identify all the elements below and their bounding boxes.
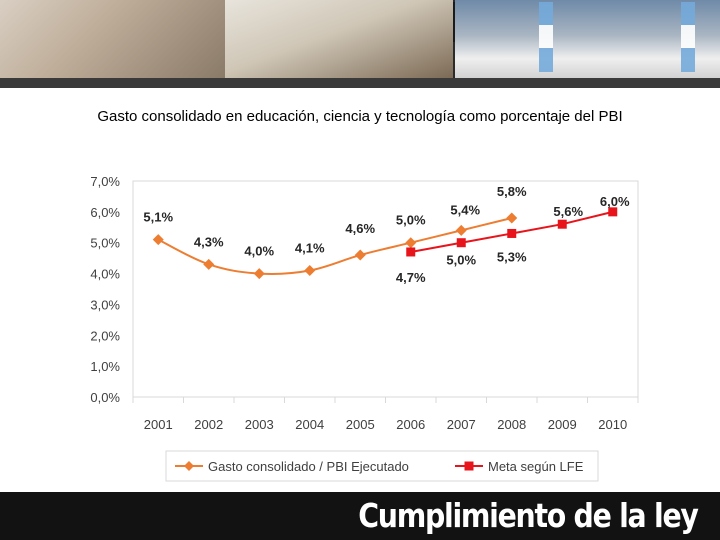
- data-point-marker: [354, 249, 366, 261]
- data-label: 5,4%: [450, 202, 480, 217]
- x-tick-label: 2010: [598, 417, 627, 432]
- students-flag-photo: [455, 0, 720, 78]
- data-point-marker: [456, 238, 466, 248]
- data-label: 6,0%: [600, 194, 630, 209]
- data-label: 5,0%: [396, 213, 426, 228]
- data-point-marker: [608, 207, 618, 217]
- x-tick-label: 2005: [346, 417, 375, 432]
- data-point-marker: [507, 228, 517, 238]
- x-tick-label: 2006: [396, 417, 425, 432]
- y-tick-label: 5,0%: [90, 236, 120, 251]
- data-label: 5,0%: [446, 253, 476, 268]
- y-tick-label: 4,0%: [90, 267, 120, 282]
- data-point-marker: [203, 258, 215, 270]
- data-point-marker: [455, 224, 467, 236]
- y-tick-label: 7,0%: [90, 174, 120, 189]
- legend-swatch-marker: [464, 461, 474, 471]
- footer-title: Cumplimiento de la ley: [358, 496, 700, 535]
- data-label: 4,3%: [194, 234, 224, 249]
- data-label: 4,1%: [295, 240, 325, 255]
- data-point-marker: [506, 212, 518, 224]
- y-tick-label: 1,0%: [90, 359, 120, 374]
- x-tick-label: 2002: [194, 417, 223, 432]
- data-point-marker: [152, 234, 164, 246]
- classroom-photo: [0, 0, 225, 78]
- y-tick-label: 6,0%: [90, 205, 120, 220]
- y-tick-label: 3,0%: [90, 297, 120, 312]
- legend-label: Gasto consolidado / PBI Ejecutado: [208, 459, 409, 474]
- legend-swatch-marker: [184, 461, 194, 471]
- header-photo-banner: [0, 0, 720, 88]
- flag-icon: [681, 2, 695, 72]
- data-point-marker: [405, 237, 417, 249]
- data-label: 5,1%: [143, 210, 173, 225]
- data-point-marker: [406, 247, 416, 257]
- data-label: 5,3%: [497, 249, 527, 264]
- y-tick-label: 0,0%: [90, 390, 120, 405]
- data-point-marker: [557, 219, 567, 229]
- x-tick-label: 2004: [295, 417, 324, 432]
- data-label: 5,8%: [497, 184, 527, 199]
- series-line-1: [157, 217, 512, 276]
- slide-title: Gasto consolidado en educación, ciencia …: [97, 108, 623, 125]
- flag-icon: [539, 2, 553, 72]
- y-tick-label: 2,0%: [90, 328, 120, 343]
- x-tick-label: 2003: [245, 417, 274, 432]
- data-label: 5,6%: [553, 204, 583, 219]
- x-tick-label: 2001: [144, 417, 173, 432]
- data-point-marker: [304, 264, 316, 276]
- legend-label: Meta según LFE: [488, 459, 584, 474]
- data-label: 4,6%: [345, 221, 375, 236]
- banner-divider: [0, 78, 720, 88]
- data-label: 4,7%: [396, 270, 426, 285]
- data-point-marker: [253, 268, 265, 280]
- legend-box: [165, 450, 599, 482]
- data-label: 4,0%: [244, 244, 274, 259]
- x-tick-label: 2009: [548, 417, 577, 432]
- x-tick-label: 2008: [497, 417, 526, 432]
- x-tick-label: 2007: [447, 417, 476, 432]
- footer-bar: Cumplimiento de la ley: [0, 492, 720, 540]
